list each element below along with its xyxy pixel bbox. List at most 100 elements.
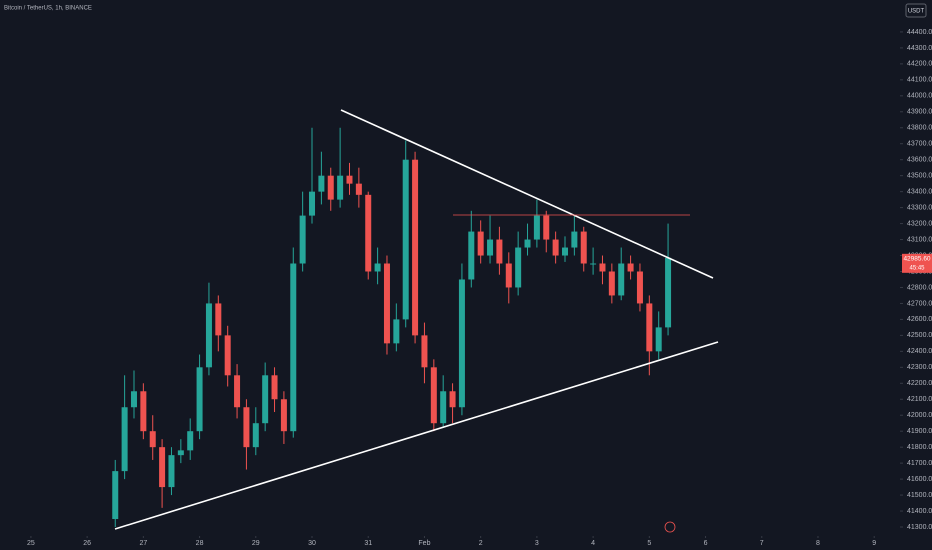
x-tick-label: 2 bbox=[479, 540, 483, 547]
candle-body bbox=[440, 391, 447, 424]
y-tick-label: 43500.00 bbox=[907, 173, 932, 180]
candle-body bbox=[599, 263, 606, 272]
upper-trendline bbox=[340, 109, 714, 279]
candle-body bbox=[262, 375, 269, 424]
y-tick-label: 42800.00 bbox=[907, 284, 932, 291]
candle-body bbox=[299, 215, 306, 264]
x-tick-label: 5 bbox=[647, 540, 651, 547]
x-tick-label: Feb bbox=[418, 540, 430, 547]
candle-body bbox=[543, 215, 550, 240]
candle-body bbox=[355, 183, 362, 195]
candle-body bbox=[205, 303, 212, 368]
candle-body bbox=[140, 391, 147, 432]
candle-body bbox=[430, 367, 437, 424]
candle-body bbox=[327, 175, 334, 200]
y-tick-label: 41400.00 bbox=[907, 508, 932, 515]
candle-body bbox=[159, 447, 166, 488]
x-tick-label: 25 bbox=[27, 540, 35, 547]
candle-body bbox=[449, 391, 456, 408]
candle-body bbox=[487, 239, 494, 256]
candle-body bbox=[571, 231, 578, 248]
candle-body bbox=[196, 367, 203, 432]
candle-body bbox=[271, 375, 278, 400]
y-tick-label: 42300.00 bbox=[907, 364, 932, 371]
candle-body bbox=[552, 239, 559, 256]
last-price-label: 42985.60 bbox=[903, 256, 930, 263]
candle-body bbox=[627, 263, 634, 272]
y-tick-label: 43800.00 bbox=[907, 125, 932, 132]
countdown: 45:45 bbox=[909, 265, 925, 271]
y-tick-label: 42200.00 bbox=[907, 380, 932, 387]
x-tick-label: 28 bbox=[196, 540, 204, 547]
x-tick-label: 30 bbox=[308, 540, 316, 547]
candle-body bbox=[346, 175, 353, 184]
candle-body bbox=[112, 471, 119, 520]
candle-body bbox=[383, 263, 390, 344]
y-tick-label: 41800.00 bbox=[907, 444, 932, 451]
y-tick-label: 42500.00 bbox=[907, 332, 932, 339]
candle-body bbox=[234, 375, 241, 408]
x-tick-label: 31 bbox=[364, 540, 372, 547]
x-tick-label: 3 bbox=[535, 540, 539, 547]
candle-body bbox=[646, 303, 653, 352]
y-tick-label: 44200.00 bbox=[907, 61, 932, 68]
candle-body bbox=[121, 407, 128, 472]
candle-body bbox=[252, 423, 259, 448]
currency-box[interactable] bbox=[905, 3, 927, 18]
candle-body bbox=[149, 431, 156, 448]
candle-body bbox=[365, 194, 372, 272]
candle-body bbox=[580, 231, 587, 264]
candle-body bbox=[374, 263, 381, 272]
x-tick-label: 27 bbox=[139, 540, 147, 547]
y-tick-label: 42000.00 bbox=[907, 412, 932, 419]
candle-body bbox=[505, 263, 512, 288]
y-tick-label: 41600.00 bbox=[907, 476, 932, 483]
candle-body bbox=[412, 159, 419, 336]
candle-body bbox=[496, 239, 503, 264]
x-tick-label: 6 bbox=[704, 540, 708, 547]
candle-body bbox=[337, 175, 344, 200]
candle-body bbox=[280, 399, 287, 432]
candles bbox=[112, 127, 672, 528]
candle-body bbox=[168, 455, 175, 488]
y-tick-label: 44000.00 bbox=[907, 93, 932, 100]
y-tick-label: 44400.00 bbox=[907, 29, 932, 36]
candle-body bbox=[187, 431, 194, 451]
y-tick-label: 41700.00 bbox=[907, 460, 932, 467]
candle-body bbox=[309, 191, 316, 216]
y-tick-label: 43300.00 bbox=[907, 204, 932, 211]
candle-body bbox=[655, 327, 662, 352]
chart-title: Bitcoin / TetherUS, 1h, BINANCE bbox=[4, 6, 92, 12]
candle-body bbox=[421, 335, 428, 368]
candle-body bbox=[224, 335, 231, 376]
y-tick-label: 43400.00 bbox=[907, 188, 932, 195]
candle-body bbox=[533, 215, 540, 240]
x-tick-label: 9 bbox=[872, 540, 876, 547]
candle-body bbox=[665, 257, 672, 328]
candle-body bbox=[636, 271, 643, 304]
y-tick-label: 42100.00 bbox=[907, 396, 932, 403]
candle-body bbox=[458, 279, 465, 408]
candle-body bbox=[393, 319, 400, 344]
candle-body bbox=[402, 159, 409, 320]
candle-body bbox=[608, 271, 615, 296]
alert-icon[interactable] bbox=[664, 521, 676, 533]
lower-trendline bbox=[114, 341, 719, 530]
y-tick-label: 43700.00 bbox=[907, 141, 932, 148]
y-tick-label: 44100.00 bbox=[907, 77, 932, 84]
currency-label[interactable]: USDT bbox=[908, 9, 925, 15]
candle-body bbox=[215, 303, 222, 336]
y-tick-label: 44300.00 bbox=[907, 45, 932, 52]
y-tick-label: 41500.00 bbox=[907, 492, 932, 499]
y-tick-label: 42400.00 bbox=[907, 348, 932, 355]
x-tick-label: 29 bbox=[252, 540, 260, 547]
y-tick-label: 42600.00 bbox=[907, 316, 932, 323]
candle-body bbox=[243, 407, 250, 448]
x-tick-label: 4 bbox=[591, 540, 595, 547]
candle-body bbox=[515, 247, 522, 288]
last-price-tag bbox=[902, 253, 932, 273]
y-tick-label: 41900.00 bbox=[907, 428, 932, 435]
x-tick-label: 8 bbox=[816, 540, 820, 547]
